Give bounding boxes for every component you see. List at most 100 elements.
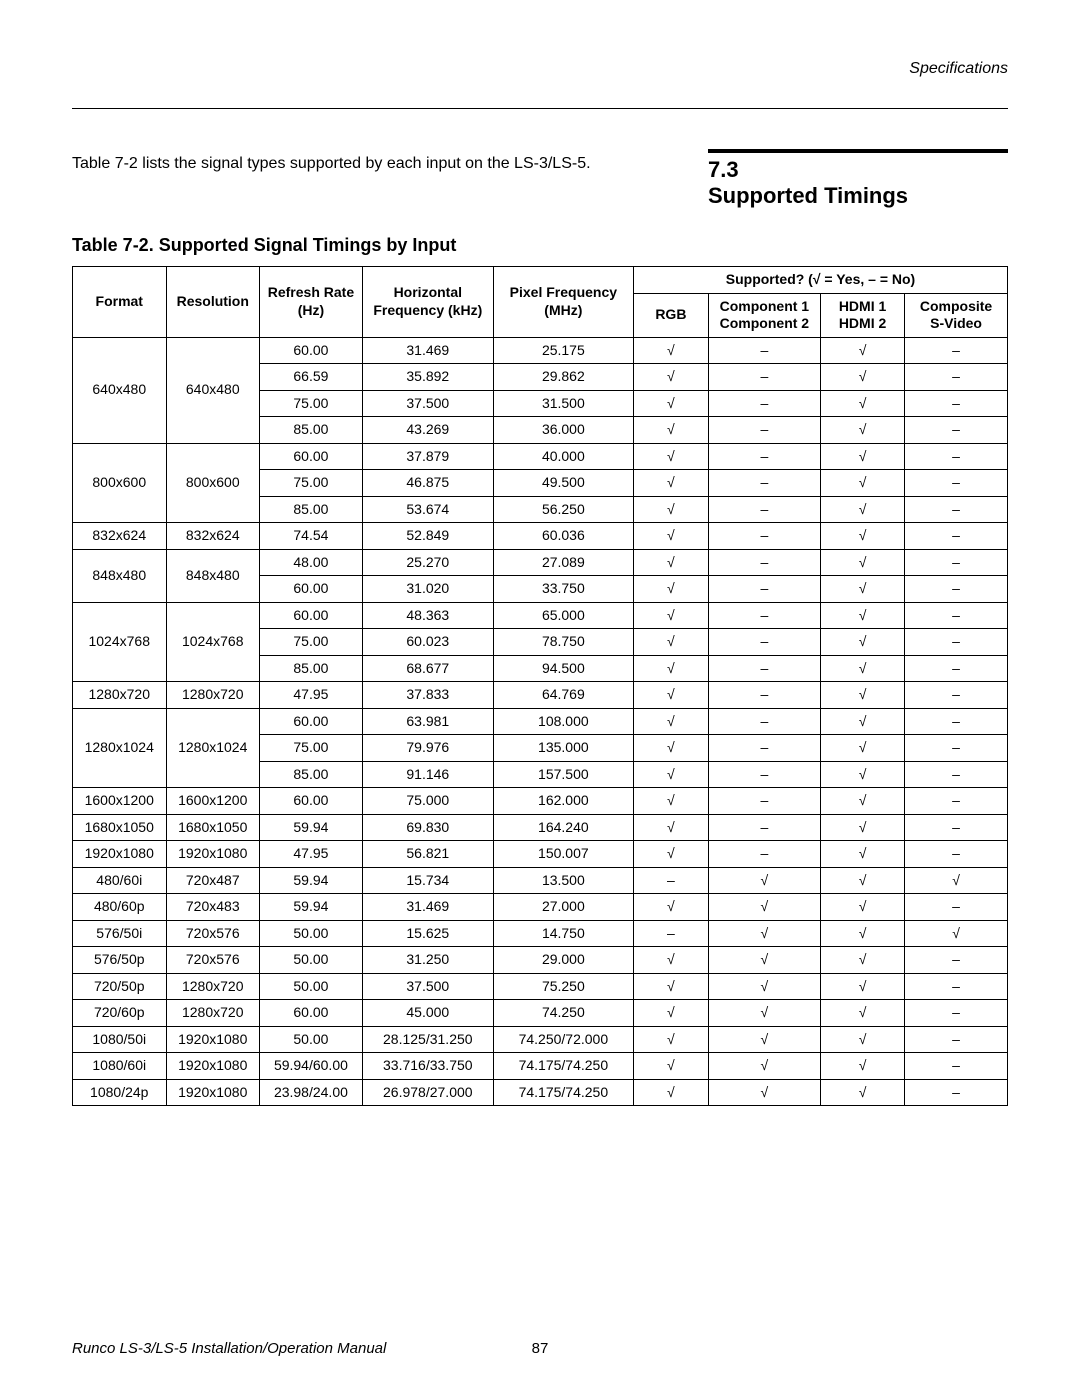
cell-rgb: √: [633, 1053, 708, 1080]
cell-composite: –: [905, 735, 1008, 762]
cell-format: 1024x768: [73, 602, 167, 682]
cell-hdmi: √: [820, 470, 904, 497]
cell-format: 832x624: [73, 523, 167, 550]
col-hdmi: HDMI 1HDMI 2: [820, 293, 904, 337]
cell-component: –: [708, 523, 820, 550]
cell-pfreq: 94.500: [493, 655, 633, 682]
cell-hdmi: √: [820, 602, 904, 629]
cell-resolution: 848x480: [166, 549, 260, 602]
intro-text: Table 7-2 lists the signal types support…: [72, 149, 688, 173]
table-row: 1080/24p1920x108023.98/24.0026.978/27.00…: [73, 1079, 1008, 1106]
cell-composite: –: [905, 523, 1008, 550]
cell-hfreq: 60.023: [362, 629, 493, 656]
col-refresh: Refresh Rate (Hz): [260, 267, 363, 338]
section-number: 7.3: [708, 157, 1008, 183]
col-rgb: RGB: [633, 293, 708, 337]
cell-hdmi: √: [820, 788, 904, 815]
cell-format: 720/50p: [73, 973, 167, 1000]
cell-resolution: 640x480: [166, 337, 260, 443]
cell-composite: –: [905, 496, 1008, 523]
cell-hfreq: 15.734: [362, 867, 493, 894]
cell-hfreq: 69.830: [362, 814, 493, 841]
table-row: 480/60i720x48759.9415.73413.500–√√√: [73, 867, 1008, 894]
cell-hfreq: 56.821: [362, 841, 493, 868]
cell-resolution: 1024x768: [166, 602, 260, 682]
cell-format: 720/60p: [73, 1000, 167, 1027]
cell-composite: –: [905, 576, 1008, 603]
cell-component: √: [708, 1079, 820, 1106]
cell-resolution: 1920x1080: [166, 1053, 260, 1080]
cell-component: √: [708, 973, 820, 1000]
table-row: 800x600800x60060.0037.87940.000√–√–: [73, 443, 1008, 470]
cell-refresh: 60.00: [260, 337, 363, 364]
cell-component: –: [708, 337, 820, 364]
cell-hdmi: √: [820, 1000, 904, 1027]
cell-refresh: 60.00: [260, 788, 363, 815]
cell-refresh: 85.00: [260, 761, 363, 788]
cell-composite: –: [905, 708, 1008, 735]
table-row: 1920x10801920x108047.9556.821150.007√–√–: [73, 841, 1008, 868]
cell-hfreq: 31.250: [362, 947, 493, 974]
header-specifications: Specifications: [72, 60, 1008, 78]
cell-composite: –: [905, 417, 1008, 444]
cell-refresh: 50.00: [260, 947, 363, 974]
footer-page: 87: [532, 1340, 549, 1357]
cell-refresh: 23.98/24.00: [260, 1079, 363, 1106]
cell-pfreq: 75.250: [493, 973, 633, 1000]
cell-refresh: 60.00: [260, 602, 363, 629]
cell-rgb: √: [633, 894, 708, 921]
cell-rgb: √: [633, 602, 708, 629]
cell-rgb: √: [633, 788, 708, 815]
cell-component: –: [708, 602, 820, 629]
table-row: 576/50p720x57650.0031.25029.000√√√–: [73, 947, 1008, 974]
cell-resolution: 1920x1080: [166, 841, 260, 868]
cell-format: 480/60p: [73, 894, 167, 921]
cell-component: –: [708, 496, 820, 523]
cell-format: 576/50p: [73, 947, 167, 974]
cell-resolution: 800x600: [166, 443, 260, 523]
cell-composite: –: [905, 470, 1008, 497]
cell-refresh: 50.00: [260, 973, 363, 1000]
cell-hfreq: 46.875: [362, 470, 493, 497]
cell-composite: –: [905, 655, 1008, 682]
cell-hdmi: √: [820, 814, 904, 841]
table-row: 1600x12001600x120060.0075.000162.000√–√–: [73, 788, 1008, 815]
cell-hdmi: √: [820, 390, 904, 417]
cell-hdmi: √: [820, 920, 904, 947]
cell-format: 1080/50i: [73, 1026, 167, 1053]
cell-composite: –: [905, 761, 1008, 788]
cell-pfreq: 29.862: [493, 364, 633, 391]
cell-hdmi: √: [820, 841, 904, 868]
table-row: 848x480848x48048.0025.27027.089√–√–: [73, 549, 1008, 576]
cell-pfreq: 27.000: [493, 894, 633, 921]
cell-refresh: 85.00: [260, 655, 363, 682]
table-caption: Table 7-2. Supported Signal Timings by I…: [72, 235, 1008, 256]
cell-composite: –: [905, 1079, 1008, 1106]
cell-hfreq: 35.892: [362, 364, 493, 391]
cell-refresh: 75.00: [260, 390, 363, 417]
table-row: 832x624832x62474.5452.84960.036√–√–: [73, 523, 1008, 550]
cell-component: –: [708, 470, 820, 497]
cell-pfreq: 33.750: [493, 576, 633, 603]
cell-resolution: 720x483: [166, 894, 260, 921]
table-row: 1280x10241280x102460.0063.981108.000√–√–: [73, 708, 1008, 735]
cell-pfreq: 74.175/74.250: [493, 1079, 633, 1106]
cell-rgb: √: [633, 364, 708, 391]
cell-composite: √: [905, 920, 1008, 947]
cell-hdmi: √: [820, 576, 904, 603]
cell-composite: –: [905, 1000, 1008, 1027]
cell-pfreq: 29.000: [493, 947, 633, 974]
cell-component: –: [708, 708, 820, 735]
cell-hfreq: 52.849: [362, 523, 493, 550]
cell-component: –: [708, 443, 820, 470]
cell-refresh: 60.00: [260, 708, 363, 735]
cell-component: –: [708, 629, 820, 656]
cell-pfreq: 64.769: [493, 682, 633, 709]
cell-component: √: [708, 867, 820, 894]
cell-format: 576/50i: [73, 920, 167, 947]
cell-rgb: √: [633, 1026, 708, 1053]
cell-component: –: [708, 576, 820, 603]
cell-hdmi: √: [820, 364, 904, 391]
cell-rgb: –: [633, 867, 708, 894]
cell-rgb: √: [633, 841, 708, 868]
